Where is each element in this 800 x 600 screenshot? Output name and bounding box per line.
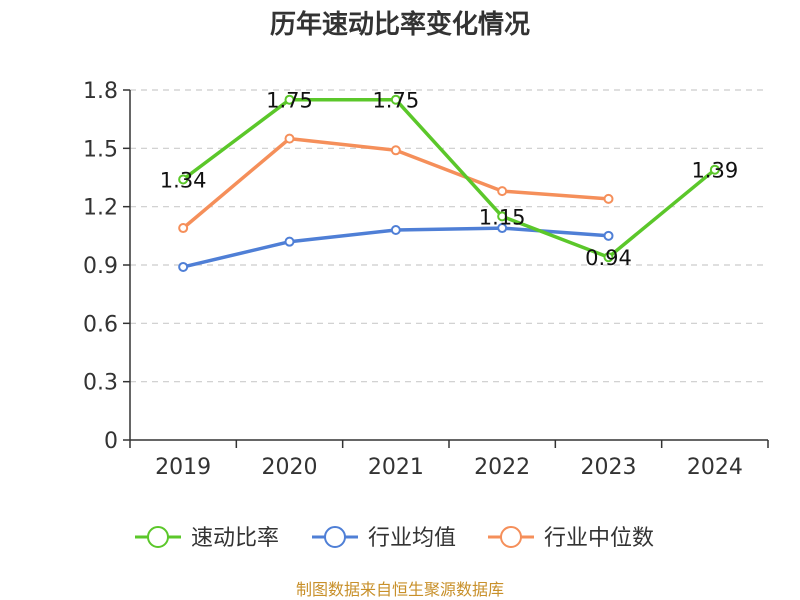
x-tick-label: 2024 (687, 455, 743, 480)
y-tick-label: 1.8 (83, 79, 118, 104)
data-point (284, 133, 295, 144)
x-tick-label: 2021 (368, 455, 424, 480)
y-tick-label: 0.9 (83, 254, 118, 279)
x-tick-label: 2019 (155, 455, 211, 480)
chart-title: 历年速动比率变化情况 (270, 9, 530, 40)
data-point (178, 261, 189, 272)
axes: 0 0.3 0.6 0.9 1.2 1.5 1.8 2019 2020 2021 2022 2023 2… (83, 79, 769, 480)
legend-label: 行业中位数 (544, 526, 654, 551)
y-tick-label: 0.3 (83, 371, 118, 396)
source-note: 制图数据来自恒生聚源数据库 (296, 580, 504, 599)
data-point (709, 164, 720, 175)
data-label: 1.75 (266, 89, 313, 113)
series-lines (178, 94, 720, 272)
series-line-0 (181, 97, 717, 259)
data-point (390, 225, 401, 235)
y-tick-label: 0.6 (83, 312, 118, 337)
data-labels: 1.34 1.75 1.75 1.15 0.94 1.39 (160, 89, 738, 271)
legend-marker (324, 526, 346, 548)
data-point (178, 174, 189, 185)
legend-label: 行业均值 (368, 526, 456, 551)
legend-label: 速动比率 (191, 526, 279, 551)
data-point (178, 223, 189, 234)
data-point (497, 211, 508, 222)
grid (130, 89, 768, 383)
data-point (603, 252, 614, 263)
data-label: 1.15 (479, 205, 526, 229)
y-tick-label: 1.2 (83, 196, 118, 221)
data-label: 0.94 (585, 246, 632, 270)
data-label: 1.34 (160, 168, 207, 192)
data-point (284, 94, 295, 105)
x-tick-label: 2022 (474, 455, 530, 480)
data-label: 1.75 (372, 89, 419, 113)
x-tick-label: 2020 (262, 455, 318, 480)
legend-marker (500, 526, 522, 548)
data-point (390, 94, 401, 105)
y-tick-label: 1.5 (83, 137, 118, 162)
legend-marker (147, 526, 169, 548)
legend: 速动比率 行业均值 行业中位数 (135, 526, 654, 551)
data-point (284, 236, 295, 247)
data-point (390, 145, 401, 156)
y-tick-label: 0 (104, 429, 118, 454)
x-tick-label: 2023 (581, 455, 637, 480)
data-point (603, 193, 614, 204)
data-label: 1.39 (691, 159, 738, 183)
data-point (497, 223, 508, 234)
data-point (497, 186, 508, 197)
data-point (603, 230, 614, 241)
